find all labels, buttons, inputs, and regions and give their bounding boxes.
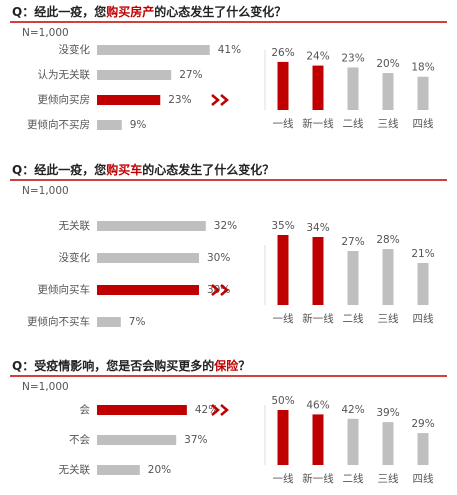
category-label: 无关联 xyxy=(59,463,91,476)
bar xyxy=(97,221,206,231)
bar xyxy=(417,263,429,305)
category-label: 新一线 xyxy=(302,472,334,485)
category-label: 认为无关联 xyxy=(38,68,91,81)
bar xyxy=(312,65,324,110)
title-part: 的心态发生了什么变化？ xyxy=(154,4,286,19)
category-label: 三线 xyxy=(378,312,399,325)
title-part: Q：经此一疫，您 xyxy=(12,162,106,177)
title-part: Q：经此一疫，您 xyxy=(12,4,106,19)
section-title: Q：受疫情影响，您是否会购买更多的保险？ xyxy=(12,358,250,373)
arrow xyxy=(220,404,229,416)
category-label: 没变化 xyxy=(59,43,91,56)
value-label: 28% xyxy=(376,234,399,246)
bar xyxy=(277,410,289,465)
category-label: 四线 xyxy=(413,472,434,485)
title-part: 保险 xyxy=(213,358,239,373)
value-label: 7% xyxy=(129,316,146,328)
value-label: 26% xyxy=(271,47,294,59)
bar xyxy=(97,465,140,475)
bar xyxy=(347,67,359,110)
bar xyxy=(97,45,210,55)
section-title: Q：经此一疫，您购买车的心态发生了什么变化？ xyxy=(12,162,274,177)
value-label: 30% xyxy=(207,252,230,264)
bar xyxy=(97,253,199,263)
bar xyxy=(97,120,122,130)
category-label: 更倾向买房 xyxy=(38,93,91,106)
value-label: 35% xyxy=(271,220,294,232)
category-label: 没变化 xyxy=(59,251,91,264)
title-part: 购买车 xyxy=(106,162,142,177)
value-label: 41% xyxy=(218,44,241,56)
value-label: 18% xyxy=(411,62,434,74)
bar xyxy=(382,422,394,465)
value-label: 42% xyxy=(341,404,364,416)
bar xyxy=(97,317,121,327)
category-label: 会 xyxy=(80,403,91,416)
value-label: 20% xyxy=(148,464,171,476)
bar xyxy=(97,70,172,80)
bar xyxy=(312,237,324,305)
value-label: 27% xyxy=(179,69,202,81)
arrow xyxy=(220,284,229,296)
bar xyxy=(382,73,394,110)
sample-note: N=1,000 xyxy=(22,27,69,39)
category-label: 更倾向买车 xyxy=(38,283,91,296)
bar xyxy=(97,435,177,445)
bar xyxy=(347,418,359,465)
value-label: 42% xyxy=(195,404,218,416)
sample-note: N=1,000 xyxy=(22,381,69,393)
title-part: Q：受疫情影响，您是否会购买更多的 xyxy=(12,358,214,373)
sample-note: N=1,000 xyxy=(22,185,69,197)
bar xyxy=(97,285,199,295)
category-label: 三线 xyxy=(378,472,399,485)
category-label: 三线 xyxy=(378,117,399,130)
category-label: 新一线 xyxy=(302,312,334,325)
value-label: 50% xyxy=(271,395,294,407)
category-label: 更倾向不买车 xyxy=(27,315,90,328)
category-label: 四线 xyxy=(413,117,434,130)
value-label: 23% xyxy=(168,94,191,106)
value-label: 39% xyxy=(376,407,399,419)
bar xyxy=(277,61,289,110)
bar xyxy=(312,414,324,465)
arrow xyxy=(211,94,220,106)
category-label: 更倾向不买房 xyxy=(27,118,90,131)
value-label: 34% xyxy=(306,222,329,234)
category-label: 二线 xyxy=(343,117,364,130)
value-label: 37% xyxy=(184,434,207,446)
bar xyxy=(417,76,429,110)
title-part: 的心态发生了什么变化？ xyxy=(142,162,274,177)
bar xyxy=(97,95,161,105)
value-label: 29% xyxy=(411,418,434,430)
bar xyxy=(97,405,187,415)
value-label: 9% xyxy=(130,119,147,131)
bar xyxy=(347,251,359,305)
title-part: 购买房产 xyxy=(106,4,154,19)
category-label: 新一线 xyxy=(302,117,334,130)
category-label: 一线 xyxy=(273,472,294,485)
bar xyxy=(277,235,289,305)
value-label: 21% xyxy=(411,248,434,260)
arrow xyxy=(220,94,229,106)
bar xyxy=(382,249,394,305)
category-label: 无关联 xyxy=(59,219,91,232)
value-label: 24% xyxy=(306,51,329,63)
category-label: 二线 xyxy=(343,312,364,325)
value-label: 20% xyxy=(376,58,399,70)
value-label: 46% xyxy=(306,399,329,411)
category-label: 四线 xyxy=(413,312,434,325)
value-label: 32% xyxy=(214,220,237,232)
value-label: 23% xyxy=(341,52,364,64)
value-label: 27% xyxy=(341,236,364,248)
title-part: ？ xyxy=(238,359,250,373)
category-label: 一线 xyxy=(273,312,294,325)
arrow xyxy=(211,404,220,416)
category-label: 一线 xyxy=(273,117,294,130)
bar xyxy=(417,433,429,465)
category-label: 二线 xyxy=(343,472,364,485)
section-title: Q：经此一疫，您购买房产的心态发生了什么变化？ xyxy=(12,4,286,19)
category-label: 不会 xyxy=(69,433,90,446)
arrow xyxy=(211,284,220,296)
